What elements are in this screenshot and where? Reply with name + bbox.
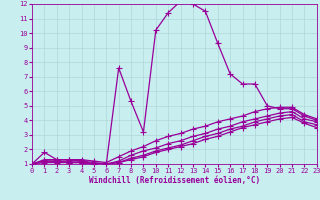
X-axis label: Windchill (Refroidissement éolien,°C): Windchill (Refroidissement éolien,°C) xyxy=(89,176,260,185)
